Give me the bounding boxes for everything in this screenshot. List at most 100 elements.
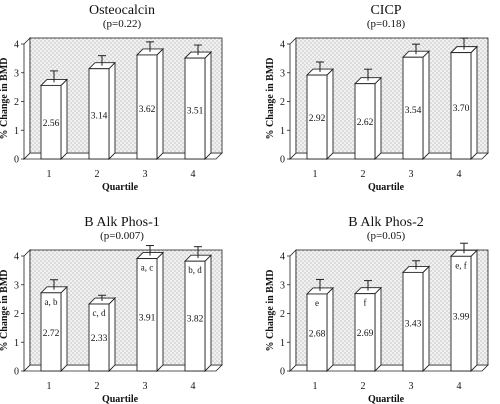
chart-panel-1: Osteocalcin(p=0.22) 0 1 2 3 4 % Change in BMD 2… xyxy=(0,3,223,193)
chart-subtitle: (p=0.007) xyxy=(100,230,144,242)
bar-value-label: 3.62 xyxy=(139,105,156,115)
y-tick-label: 1 xyxy=(280,338,285,349)
bar xyxy=(306,74,328,160)
bar-side xyxy=(156,251,164,373)
bar-annotation: a, c xyxy=(141,263,154,273)
bar-group: 2.33 c, d xyxy=(87,294,117,373)
bar-group: 3.99 e, f xyxy=(449,242,479,373)
chart-panel-3: B Alk Phos-1(p=0.007) 0 1 2 3 4 % Change in BM… xyxy=(0,215,223,404)
x-tick-label: 4 xyxy=(457,169,462,180)
bar-annotation: e, f xyxy=(455,260,467,270)
bar-value-label: 3.54 xyxy=(405,106,422,116)
x-tick-label: 3 xyxy=(143,169,148,180)
bar-side xyxy=(204,254,212,373)
bar-side xyxy=(108,296,116,373)
x-tick-label: 4 xyxy=(191,169,196,180)
y-axis-label: % Change in BMD xyxy=(265,58,276,140)
x-tick-label: 1 xyxy=(313,169,318,180)
y-tick-label: 3 xyxy=(14,68,19,79)
chart-title: B Alk Phos-2 xyxy=(348,215,423,230)
x-tick-label: 1 xyxy=(47,169,52,180)
y-axis-label: % Change in BMD xyxy=(265,270,276,352)
x-axis-label: Quartile xyxy=(102,182,139,193)
bar xyxy=(136,54,158,160)
y-tick-label: 4 xyxy=(280,40,285,51)
bar-group: 3.82 b, d xyxy=(183,246,213,373)
x-tick-label: 1 xyxy=(47,381,52,392)
bar-side xyxy=(156,47,164,161)
x-tick-label: 4 xyxy=(191,381,196,392)
bar-value-label: 2.92 xyxy=(309,114,326,124)
y-tick-label: 1 xyxy=(14,338,19,349)
x-tick-label: 2 xyxy=(361,169,366,180)
bar xyxy=(450,255,472,372)
bar-value-label: 3.82 xyxy=(187,315,204,325)
bar xyxy=(136,258,158,372)
x-axis-label: Quartile xyxy=(368,394,405,404)
x-axis-label: Quartile xyxy=(102,394,139,404)
y-tick-label: 0 xyxy=(280,155,285,166)
y-tick-label: 3 xyxy=(280,68,285,79)
y-tick-label: 4 xyxy=(14,40,19,51)
bar-group: 2.68 e xyxy=(305,278,335,373)
bar xyxy=(88,68,110,160)
plot-left-wall xyxy=(289,249,297,372)
bar xyxy=(40,292,62,372)
bar-side xyxy=(470,249,478,373)
bar-value-label: 2.68 xyxy=(309,329,326,339)
chart-title: B Alk Phos-1 xyxy=(84,215,159,230)
x-tick-label: 3 xyxy=(143,381,148,392)
bar xyxy=(184,57,206,160)
plot-left-wall xyxy=(23,37,31,160)
bar-group: 3.14 xyxy=(87,55,117,161)
bar-group: 3.70 xyxy=(449,37,479,161)
bar-value-label: 3.99 xyxy=(453,312,470,322)
bar-side xyxy=(60,78,68,161)
plot-left-wall xyxy=(289,37,297,160)
chart-title: CICP xyxy=(370,3,401,18)
bar xyxy=(354,293,376,372)
bar-side xyxy=(374,286,382,373)
bar-side xyxy=(374,76,382,161)
bar-side xyxy=(422,50,430,161)
bar-value-label: 3.14 xyxy=(91,111,108,121)
bar-value-label: 3.51 xyxy=(187,107,204,117)
bar-group: 2.92 xyxy=(305,61,335,161)
x-tick-label: 3 xyxy=(409,381,414,392)
bar xyxy=(40,84,62,160)
y-axis-label: % Change in BMD xyxy=(0,270,10,352)
plot-left-wall xyxy=(23,249,31,372)
y-tick-label: 2 xyxy=(14,309,19,320)
chart-panel-2: CICP(p=0.18) 0 1 2 3 4 % Change in BMD 2.92 1 2.6… xyxy=(265,3,489,193)
chart-subtitle: (p=0.18) xyxy=(367,18,406,30)
bar-value-label: 3.43 xyxy=(405,320,422,330)
y-tick-label: 2 xyxy=(280,309,285,320)
y-tick-label: 2 xyxy=(280,97,285,108)
bar-side xyxy=(326,67,334,161)
y-tick-label: 2 xyxy=(14,97,19,108)
bar-annotation: b, d xyxy=(188,265,202,275)
bar-value-label: 2.72 xyxy=(43,329,60,339)
bar-value-label: 2.62 xyxy=(357,118,374,128)
bar-group: 2.72 a, b xyxy=(39,279,69,373)
bar-group: 2.62 xyxy=(353,68,383,161)
x-tick-label: 4 xyxy=(457,381,462,392)
x-tick-label: 2 xyxy=(95,381,100,392)
bar-side xyxy=(60,285,68,373)
x-tick-label: 2 xyxy=(361,381,366,392)
bar xyxy=(402,271,424,372)
bar-value-label: 3.70 xyxy=(453,104,470,114)
bar-annotation: e xyxy=(315,298,319,308)
y-tick-label: 4 xyxy=(280,252,285,263)
bar-group: 3.51 xyxy=(183,44,213,161)
x-tick-label: 2 xyxy=(95,169,100,180)
y-tick-label: 1 xyxy=(14,126,19,137)
bar xyxy=(88,303,110,372)
y-tick-label: 3 xyxy=(280,280,285,291)
y-tick-label: 0 xyxy=(14,155,19,166)
y-tick-label: 1 xyxy=(280,126,285,137)
bar-side xyxy=(422,265,430,373)
bar xyxy=(184,260,206,372)
x-axis-label: Quartile xyxy=(368,182,405,193)
